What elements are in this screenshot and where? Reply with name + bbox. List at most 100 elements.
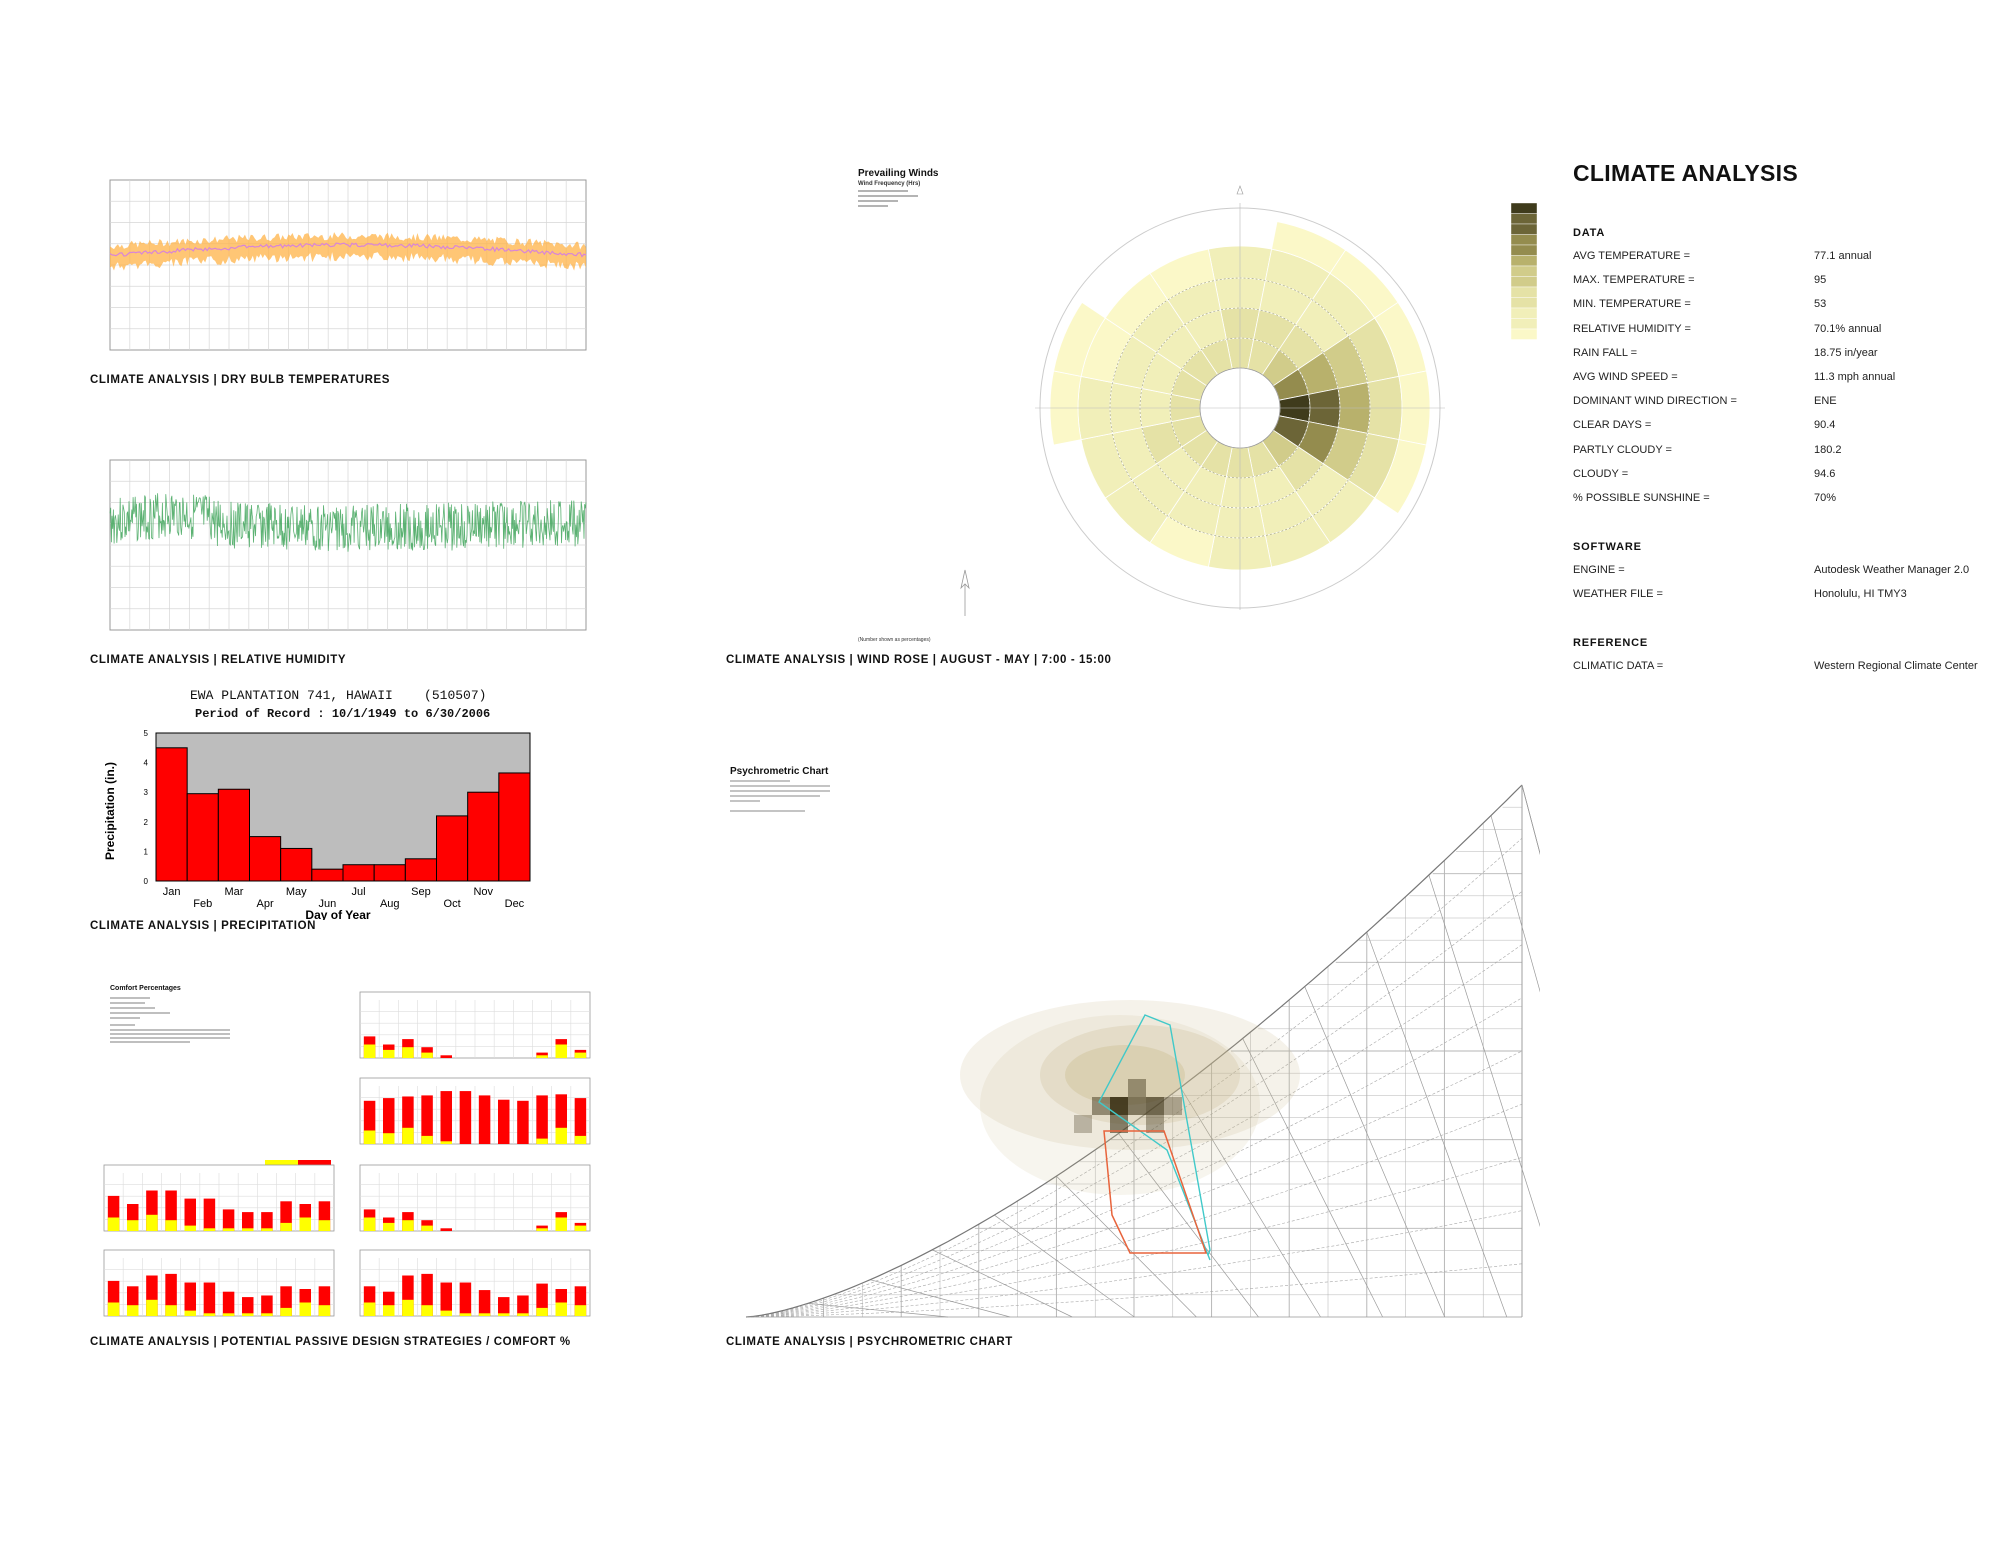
wetbulb-line (1242, 1038, 1383, 1318)
wetbulb-line (1521, 784, 1540, 855)
comfort-bar (107, 1302, 120, 1316)
software_rows-label: WEATHER FILE = (1573, 588, 1663, 601)
comfort-bar (165, 1305, 177, 1316)
passive-bar (107, 1195, 120, 1231)
passive-bar (318, 1286, 331, 1316)
comfort-bar (498, 1313, 510, 1316)
psychro-header-lines (730, 780, 830, 812)
data_rows-value: ENE (1814, 395, 1837, 408)
passive-bar (574, 1286, 587, 1316)
passive-bar (363, 1286, 376, 1316)
software-heading: SOFTWARE (1573, 541, 1642, 553)
climate-density-cell (1164, 1097, 1182, 1115)
comfort-legend-red (298, 1160, 331, 1167)
rh-curve (745, 891, 1523, 1318)
passive-bar (536, 1095, 548, 1144)
windrose-note: (Number shown as percentages) (858, 637, 931, 643)
rh-curve (745, 997, 1523, 1318)
passive-panel (103, 1164, 335, 1232)
data_rows-value: 180.2 (1814, 443, 1842, 456)
comfort-bar (402, 1299, 414, 1316)
windrose-legend-swatch (1510, 244, 1538, 256)
data_rows-label: RELATIVE HUMIDITY = (1573, 322, 1691, 335)
passive-bar (440, 1055, 452, 1058)
passive-bar (440, 1091, 452, 1144)
dry-bulb-caption: CLIMATE ANALYSIS | DRY BULB TEMPERATURES (90, 374, 391, 386)
comfort-bar (402, 1127, 414, 1144)
climate-density-cell (1074, 1115, 1092, 1133)
rh-curve (745, 1103, 1523, 1318)
dry-bulb-range-band (110, 232, 586, 271)
passive-panel (359, 1249, 591, 1317)
passive-bar (203, 1282, 216, 1316)
psychro-caption: CLIMATE ANALYSIS | PSYCHROMETRIC CHART (726, 1336, 1013, 1348)
precip-ytick: 2 (144, 818, 149, 827)
comfort-bar (402, 1220, 414, 1231)
humidity-trace (109, 493, 587, 552)
rh-curve (745, 944, 1523, 1318)
comfort-bar (261, 1313, 273, 1316)
passive-strategy-charts (103, 991, 591, 1317)
passive-bar (184, 1282, 196, 1316)
comfort-bar (242, 1313, 254, 1316)
precip-xtick: Apr (257, 898, 274, 910)
passive-bar (421, 1273, 433, 1316)
precip-ytick: 0 (144, 877, 149, 886)
passive-bar (127, 1286, 139, 1316)
comfort-bar (127, 1220, 139, 1231)
passive-bar (184, 1198, 196, 1231)
precip-xlabel: Day of Year (305, 908, 370, 920)
precip-bar (342, 864, 375, 882)
passive-bar (440, 1282, 452, 1316)
passive-bar (498, 1099, 510, 1144)
windrose-legend-swatch (1510, 328, 1538, 340)
passive-panel (359, 1077, 591, 1145)
passive-bar (498, 1297, 510, 1316)
climate-density-cell (1128, 1079, 1146, 1097)
reference_rows-value: Western Regional Climate Center (1814, 660, 1978, 672)
data_rows-label: MIN. TEMPERATURE = (1573, 298, 1691, 311)
precip-xtick: Oct (444, 898, 461, 910)
comfort-bar (574, 1305, 587, 1316)
data_rows-label: RAIN FALL = (1573, 346, 1638, 359)
precip-bar (498, 772, 531, 882)
windrose-legend-swatch (1510, 234, 1538, 246)
passive-bar (107, 1280, 120, 1316)
precip-xtick: Jan (163, 886, 181, 898)
data_rows-label: CLEAR DAYS = (1573, 419, 1652, 432)
passive-bar (421, 1047, 433, 1058)
precip-xtick: Mar (224, 886, 243, 898)
precip-subtitle: Period of Record : 10/1/1949 to 6/30/200… (195, 707, 491, 721)
data_rows-value: 77.1 annual (1814, 250, 1872, 262)
precip-bar (404, 858, 438, 882)
comfort-bar (574, 1135, 587, 1144)
comfort-bar (555, 1302, 567, 1316)
precip-bar (280, 847, 313, 882)
comfort-bar (318, 1305, 331, 1316)
comfort-bar (222, 1228, 235, 1231)
comfort-bar (261, 1228, 273, 1231)
precip-xtick: Feb (193, 898, 212, 910)
comfort-bar (536, 1138, 548, 1144)
comfort-bar (363, 1302, 376, 1316)
passive-panel (103, 1249, 335, 1317)
precip-bar (186, 793, 219, 882)
windrose-legend-swatch (1510, 318, 1538, 330)
passive-bar (165, 1190, 177, 1231)
comfort-zone-ventilation (1098, 1014, 1211, 1261)
passive-bar (242, 1212, 254, 1231)
data_rows-label: DOMINANT WIND DIRECTION = (1573, 395, 1737, 408)
comfort-bar (363, 1217, 376, 1231)
comfort-bar (165, 1220, 177, 1231)
wetbulb-line (808, 1302, 949, 1318)
comfort-bar (383, 1305, 395, 1316)
wetbulb-line (1490, 815, 1540, 993)
data_rows-value: 70.1% annual (1814, 322, 1882, 335)
comfort-notes (110, 997, 230, 1043)
precip-ytick: 1 (144, 847, 149, 856)
comfort-bar (184, 1310, 196, 1316)
climate-density (1040, 1025, 1240, 1125)
data_rows-value: 94.6 (1814, 467, 1836, 480)
software_rows-value: Autodesk Weather Manager 2.0 (1814, 564, 1970, 576)
climate-density-cell (1092, 1097, 1110, 1115)
